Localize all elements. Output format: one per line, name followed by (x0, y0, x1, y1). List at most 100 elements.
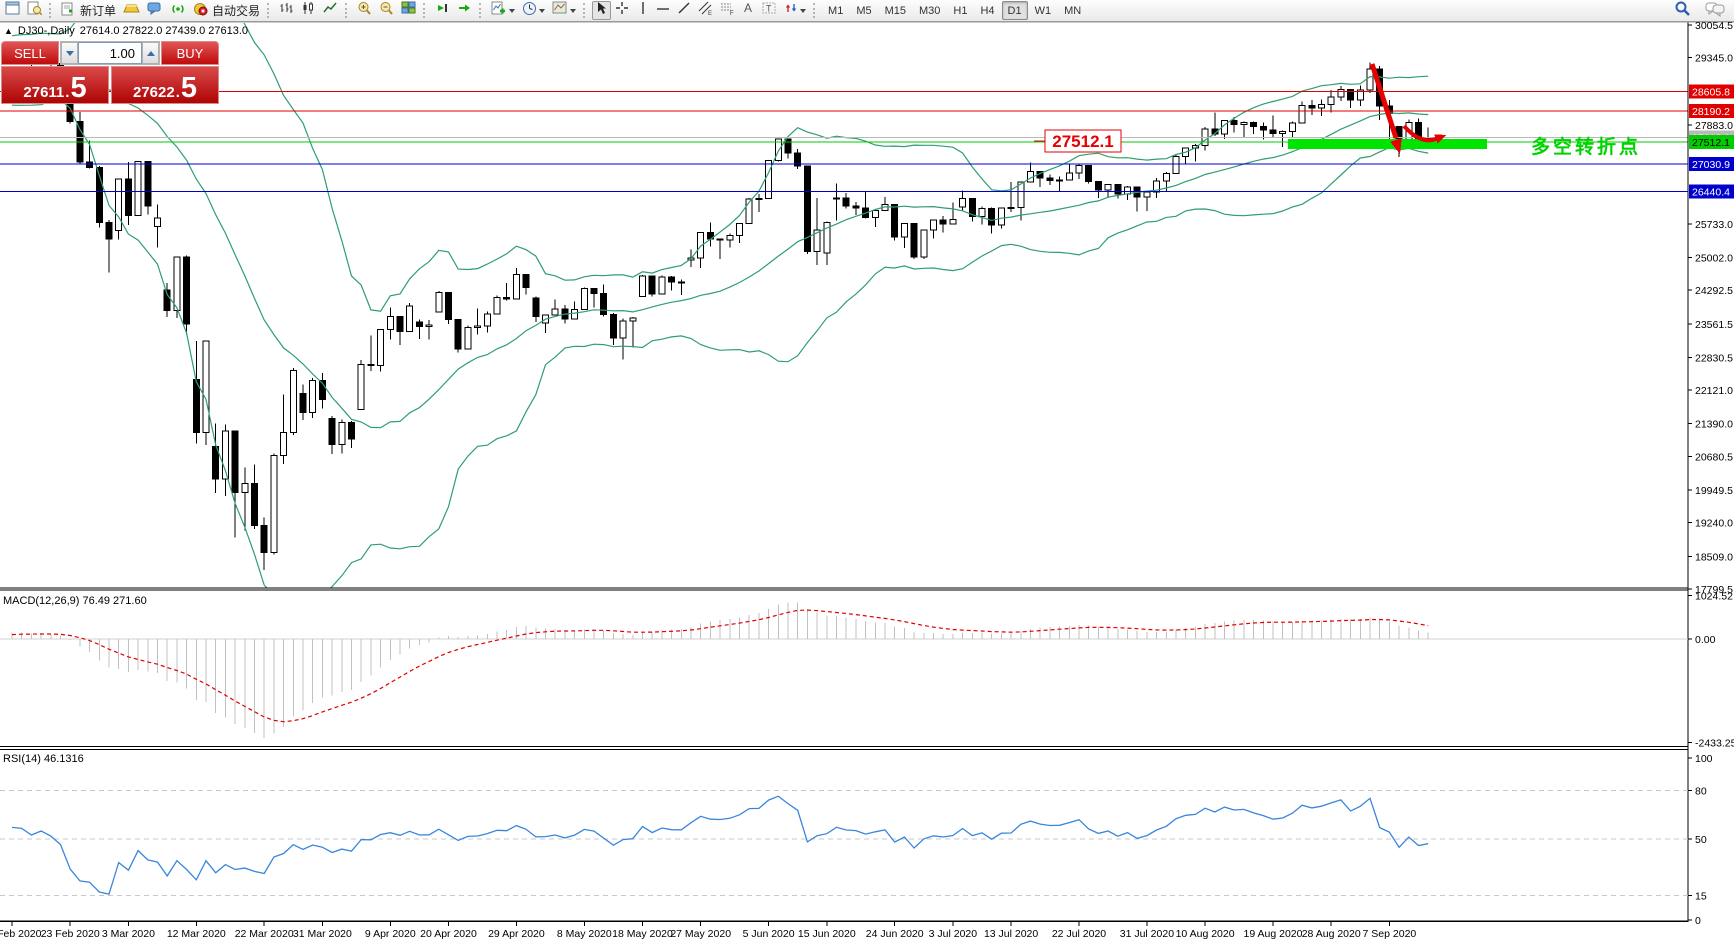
new-order-button[interactable]: 新订单 (58, 1, 119, 20)
vertical-line-button[interactable] (633, 1, 652, 20)
turning-point-text[interactable]: 多空转折点 (1531, 135, 1641, 158)
chart-preview-button[interactable] (24, 1, 45, 20)
buy-price-dot: . (175, 84, 180, 101)
candle-body (1085, 164, 1093, 183)
candle-body (852, 205, 860, 209)
timeframe-m1[interactable]: M1 (828, 4, 844, 17)
time-axis-label: 12 Mar 2020 (167, 928, 226, 940)
candlestick-chart-button[interactable] (298, 1, 319, 20)
auto-trading-button[interactable]: 自动交易 (190, 1, 263, 20)
candle-body (173, 256, 181, 311)
community-icon (147, 1, 163, 20)
community-button[interactable] (144, 1, 166, 20)
one-click-collapse-icon[interactable]: ▲ (4, 25, 13, 36)
arrows-button[interactable] (781, 1, 809, 20)
price-level-badge (1689, 184, 1734, 199)
indicators-button[interactable] (488, 1, 518, 20)
timeframe-m15[interactable]: M15 (884, 4, 906, 17)
macd-pane[interactable] (0, 602, 1688, 738)
toolbar-group-scroll (432, 1, 475, 20)
signals-button[interactable] (167, 1, 189, 20)
sell-price-dot: . (65, 84, 70, 101)
price-axis[interactable]: 30054.5 29345.0 27883.0 25733.0 25002.0 24292… (0, 20, 1734, 927)
zoom-out-button[interactable] (376, 1, 397, 20)
sell-price-display[interactable]: 27611 . 5 (1, 66, 109, 104)
new-chart-button[interactable] (2, 1, 23, 20)
chevron-down-icon (509, 8, 516, 13)
trendline-button[interactable] (674, 1, 694, 20)
bar-chart-icon (279, 1, 294, 20)
text-icon: A (742, 1, 755, 20)
timeframe-m30[interactable]: M30 (919, 4, 941, 17)
volume-increase-button[interactable] (142, 42, 159, 64)
text-button[interactable]: A (739, 1, 758, 20)
channel-button[interactable]: E (695, 1, 716, 20)
support-zone-rectangle[interactable] (1288, 139, 1487, 149)
svg-text:21390.0: 21390.0 (1695, 419, 1733, 431)
deposit-gold-button[interactable] (120, 1, 143, 20)
candle-body (115, 178, 123, 231)
candle-body (192, 379, 200, 433)
trend-arrow-line[interactable] (1369, 63, 1399, 139)
support-price-box[interactable] (1044, 129, 1122, 153)
svg-text:80: 80 (1695, 785, 1707, 797)
timeframe-mn[interactable]: MN (1064, 4, 1082, 17)
tile-windows-button[interactable] (398, 1, 419, 20)
candle-body (144, 160, 152, 207)
zoom-in-button[interactable] (354, 1, 375, 20)
candle-body (658, 276, 666, 295)
auto-trading-label: 自动交易 (212, 4, 261, 18)
price-level-badge (1689, 103, 1734, 118)
crosshair-button[interactable] (612, 1, 632, 20)
candle-body (1279, 131, 1287, 135)
candle-body (803, 165, 811, 253)
horizontal-line-button[interactable] (653, 1, 673, 20)
small-arrow-line[interactable] (1402, 124, 1439, 143)
candle-body (124, 178, 132, 216)
timeframe-w1[interactable]: W1 (1034, 4, 1052, 17)
candle-body (445, 291, 452, 321)
timeframe-m5[interactable]: M5 (856, 4, 872, 17)
candle-body (784, 138, 792, 154)
time-axis-label: 8 May 2020 (557, 928, 612, 940)
candle-body (260, 525, 268, 554)
bar-chart-button[interactable] (276, 1, 297, 20)
annotations-layer: 27512.1 多空转折点 (1034, 63, 1641, 158)
bollinger-upper (11, 23, 1429, 312)
sell-button[interactable]: SELL (1, 41, 59, 65)
toolbar-group-windows (2, 1, 45, 20)
candle-body (978, 208, 986, 218)
buy-price-display[interactable]: 27622 . 5 (111, 66, 219, 104)
chat-button[interactable] (1702, 2, 1728, 21)
timeframe-d1[interactable]: D1 (1001, 1, 1028, 20)
timeframe-h4[interactable]: H4 (980, 4, 995, 17)
timeframe-h1[interactable]: H1 (953, 4, 968, 17)
time-axis-label: 29 Apr 2020 (488, 928, 545, 940)
periods-button[interactable] (519, 1, 548, 20)
svg-text:1024.52: 1024.52 (1695, 590, 1733, 602)
time-axis-label: 20 Apr 2020 (420, 928, 477, 940)
cursor-button[interactable] (592, 1, 612, 20)
candle-body (1337, 88, 1345, 98)
candle-body (988, 208, 996, 226)
new-order-icon (61, 2, 77, 20)
time-axis-label: 27 May 2020 (670, 928, 731, 940)
toolbar-grip (813, 3, 818, 18)
price-level-badge (1689, 135, 1734, 150)
auto-scroll-button[interactable] (432, 1, 453, 20)
candle-body (571, 308, 579, 320)
buy-button[interactable]: BUY (161, 41, 219, 65)
chart-shift-button[interactable] (454, 1, 475, 20)
line-chart-button[interactable] (320, 1, 341, 20)
rsi-pane[interactable] (0, 789, 1688, 897)
candle-body (483, 313, 491, 327)
fibonacci-button[interactable]: F (717, 1, 738, 20)
search-button[interactable] (1671, 1, 1694, 21)
templates-button[interactable] (549, 1, 579, 20)
volume-input[interactable]: 1.00 (78, 42, 142, 64)
label-button[interactable]: T (759, 1, 780, 20)
candle-body (367, 363, 375, 367)
volume-decrease-button[interactable] (61, 42, 78, 64)
